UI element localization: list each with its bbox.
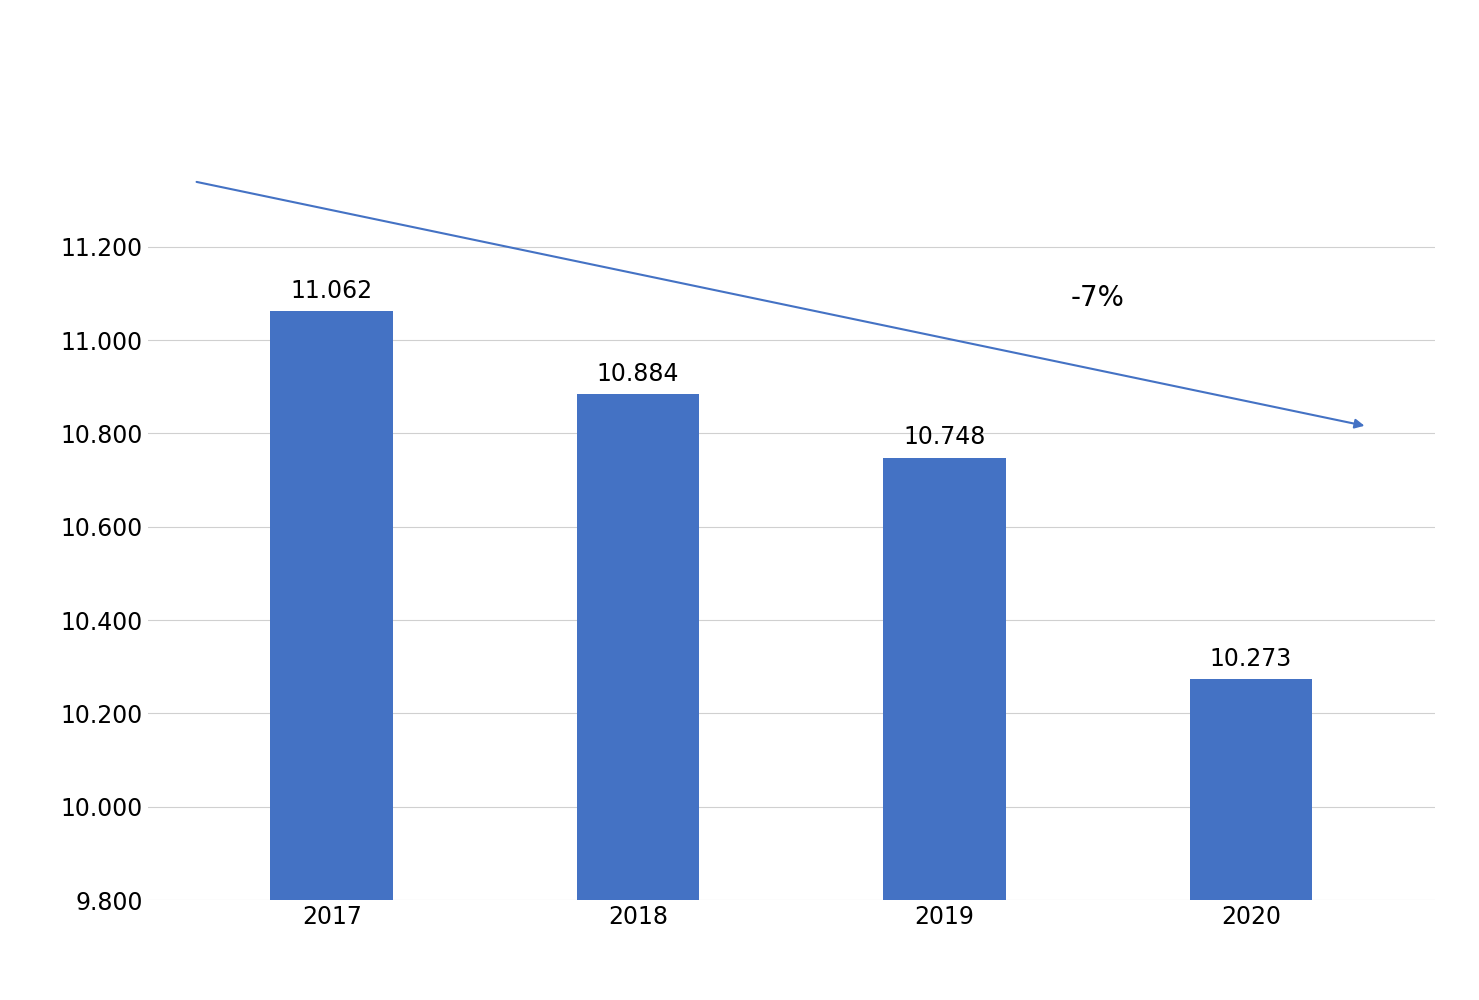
Bar: [883, 458, 1006, 1000]
Bar: [1189, 679, 1312, 1000]
Text: 10.884: 10.884: [598, 362, 679, 386]
Bar: [577, 394, 700, 1000]
Bar: [271, 311, 393, 1000]
Text: 11.062: 11.062: [291, 279, 373, 303]
Text: -7%: -7%: [1071, 284, 1124, 312]
Text: 10.273: 10.273: [1210, 647, 1293, 671]
Text: 10.748: 10.748: [904, 425, 985, 449]
